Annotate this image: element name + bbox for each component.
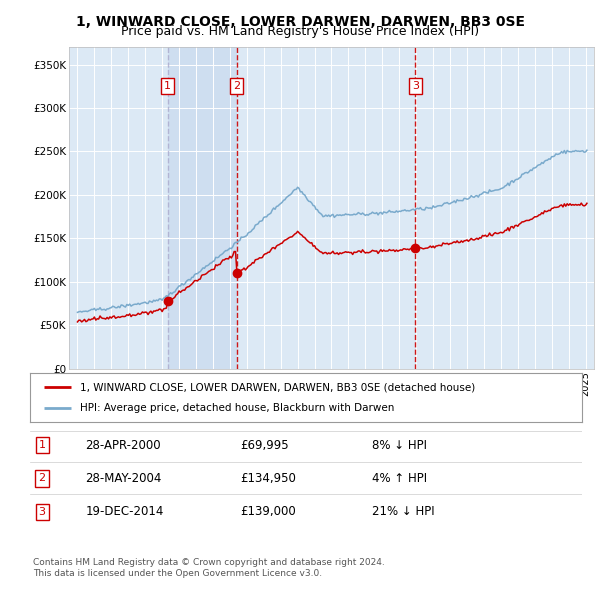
Text: 4% ↑ HPI: 4% ↑ HPI [372, 472, 427, 485]
Text: £134,950: £134,950 [240, 472, 296, 485]
Text: 19-DEC-2014: 19-DEC-2014 [85, 505, 164, 518]
Text: 1: 1 [38, 440, 46, 450]
Text: 28-MAY-2004: 28-MAY-2004 [85, 472, 161, 485]
Text: This data is licensed under the Open Government Licence v3.0.: This data is licensed under the Open Gov… [33, 569, 322, 578]
Text: 1: 1 [164, 81, 171, 91]
Text: 8% ↓ HPI: 8% ↓ HPI [372, 439, 427, 452]
Text: 3: 3 [412, 81, 419, 91]
Text: £69,995: £69,995 [240, 439, 289, 452]
Text: Price paid vs. HM Land Registry's House Price Index (HPI): Price paid vs. HM Land Registry's House … [121, 25, 479, 38]
Text: 28-APR-2000: 28-APR-2000 [85, 439, 161, 452]
Text: HPI: Average price, detached house, Blackburn with Darwen: HPI: Average price, detached house, Blac… [80, 404, 394, 414]
Text: 1, WINWARD CLOSE, LOWER DARWEN, DARWEN, BB3 0SE (detached house): 1, WINWARD CLOSE, LOWER DARWEN, DARWEN, … [80, 382, 475, 392]
Text: Contains HM Land Registry data © Crown copyright and database right 2024.: Contains HM Land Registry data © Crown c… [33, 558, 385, 566]
Text: £139,000: £139,000 [240, 505, 296, 518]
Text: 21% ↓ HPI: 21% ↓ HPI [372, 505, 435, 518]
Text: 2: 2 [233, 81, 241, 91]
Text: 2: 2 [38, 474, 46, 483]
Text: 3: 3 [38, 507, 46, 517]
Bar [167, 47, 237, 369]
Text: 1, WINWARD CLOSE, LOWER DARWEN, DARWEN, BB3 0SE: 1, WINWARD CLOSE, LOWER DARWEN, DARWEN, … [76, 15, 524, 29]
